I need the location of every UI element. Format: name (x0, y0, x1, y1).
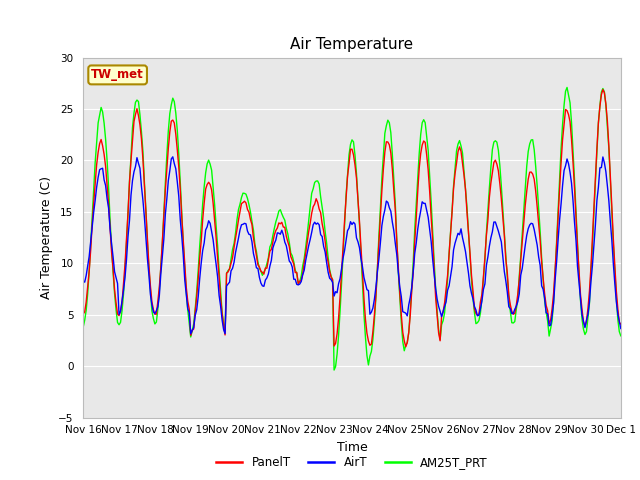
PanelT (599, 87, 607, 93)
PanelT (402, 344, 410, 349)
PanelT (179, 238, 187, 244)
AirT (169, 154, 177, 160)
PanelT (79, 311, 87, 317)
Line: PanelT: PanelT (83, 90, 621, 347)
AirT (617, 325, 625, 331)
AM25T_PRT (563, 84, 571, 90)
AM25T_PRT (79, 324, 87, 330)
AM25T_PRT (617, 333, 625, 339)
Title: Air Temperature: Air Temperature (291, 37, 413, 52)
Line: AirT: AirT (83, 157, 621, 334)
AM25T_PRT (553, 240, 561, 245)
AirT (406, 295, 414, 300)
AirT (419, 199, 426, 204)
AM25T_PRT (405, 330, 413, 336)
Text: TW_met: TW_met (92, 68, 144, 82)
AM25T_PRT (179, 241, 187, 247)
PanelT (553, 242, 561, 248)
AirT (388, 219, 396, 225)
AM25T_PRT (417, 132, 424, 137)
Legend: PanelT, AirT, AM25T_PRT: PanelT, AirT, AM25T_PRT (211, 452, 493, 474)
PanelT (94, 149, 102, 155)
AirT (94, 174, 102, 180)
PanelT (405, 330, 413, 336)
Line: AM25T_PRT: AM25T_PRT (83, 87, 621, 370)
AM25T_PRT (94, 120, 102, 126)
PanelT (617, 321, 625, 327)
X-axis label: Time: Time (337, 441, 367, 454)
AirT (187, 331, 195, 336)
PanelT (417, 151, 424, 156)
AirT (79, 278, 87, 284)
AM25T_PRT (387, 130, 395, 136)
PanelT (385, 142, 393, 148)
AirT (554, 237, 562, 243)
AM25T_PRT (330, 367, 338, 373)
AirT (181, 277, 189, 283)
Y-axis label: Air Temperature (C): Air Temperature (C) (40, 176, 52, 299)
